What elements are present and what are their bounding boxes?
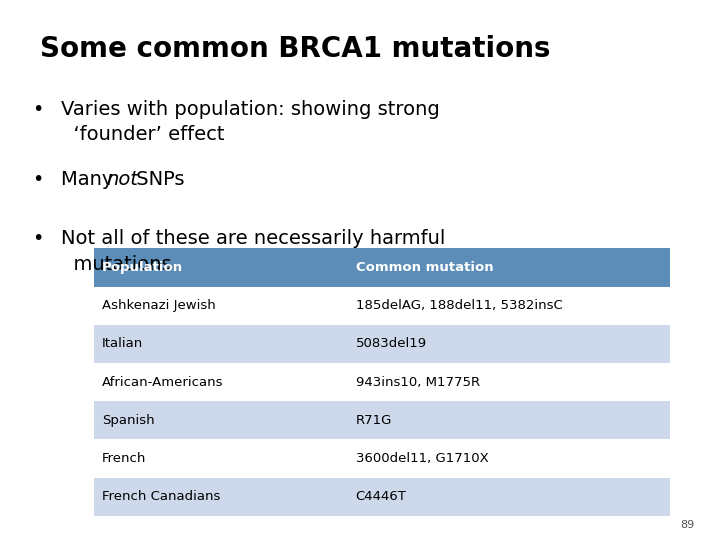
Text: 185delAG, 188del11, 5382insC: 185delAG, 188del11, 5382insC (356, 299, 562, 312)
Text: Italian: Italian (102, 338, 143, 350)
Text: •: • (32, 170, 44, 189)
Text: 89: 89 (680, 520, 695, 530)
Text: not: not (106, 170, 138, 189)
Text: Not all of these are necessarily harmful
  mutations: Not all of these are necessarily harmful… (61, 230, 446, 273)
Text: Population: Population (102, 261, 184, 274)
Text: Some common BRCA1 mutations: Some common BRCA1 mutations (40, 35, 550, 63)
Text: Common mutation: Common mutation (356, 261, 493, 274)
Text: C4446T: C4446T (356, 490, 407, 503)
Text: 3600del11, G1710X: 3600del11, G1710X (356, 452, 488, 465)
Text: R71G: R71G (356, 414, 392, 427)
FancyBboxPatch shape (94, 401, 670, 440)
Text: •: • (32, 230, 44, 248)
FancyBboxPatch shape (94, 477, 670, 516)
Text: Ashkenazi Jewish: Ashkenazi Jewish (102, 299, 216, 312)
Text: Spanish: Spanish (102, 414, 155, 427)
Text: Many: Many (61, 170, 120, 189)
FancyBboxPatch shape (94, 287, 670, 325)
Text: SNPs: SNPs (130, 170, 185, 189)
FancyBboxPatch shape (94, 363, 670, 401)
Text: Varies with population: showing strong
  ‘founder’ effect: Varies with population: showing strong ‘… (61, 100, 440, 144)
Text: •: • (32, 100, 44, 119)
FancyBboxPatch shape (94, 248, 670, 287)
Text: 943ins10, M1775R: 943ins10, M1775R (356, 375, 480, 389)
FancyBboxPatch shape (94, 325, 670, 363)
Text: French Canadians: French Canadians (102, 490, 220, 503)
Text: French: French (102, 452, 147, 465)
FancyBboxPatch shape (94, 440, 670, 477)
Text: 5083del19: 5083del19 (356, 338, 427, 350)
Text: African-Americans: African-Americans (102, 375, 224, 389)
